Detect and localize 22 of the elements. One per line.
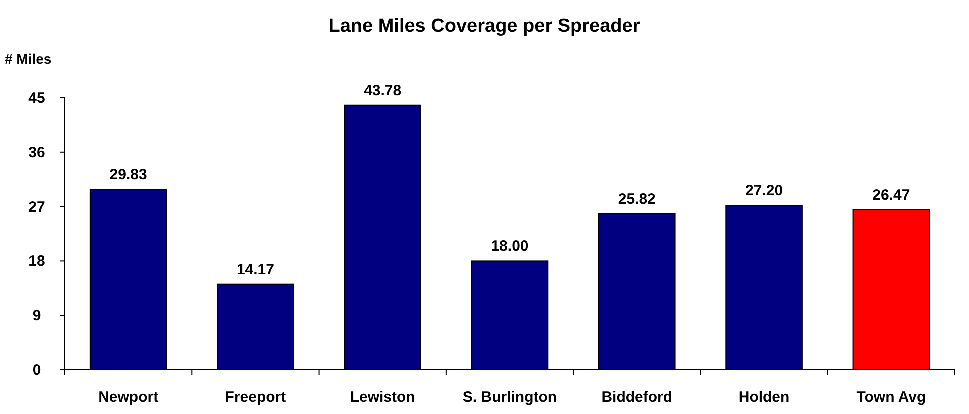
chart-title: Lane Miles Coverage per Spreader <box>328 16 641 37</box>
x-tick-label: Holden <box>738 389 790 406</box>
y-tick-label: 45 <box>28 90 46 107</box>
data-label: 29.83 <box>110 166 148 184</box>
y-tick-label: 36 <box>28 144 46 162</box>
x-tick-label: Lewiston <box>350 389 416 406</box>
data-label: 14.17 <box>236 261 274 278</box>
data-label: 18.00 <box>491 238 529 256</box>
x-tick-label: Newport <box>98 389 159 406</box>
y-tick-label: 9 <box>32 308 42 325</box>
x-tick-label: Biddeford <box>602 389 673 406</box>
y-tick-label: 18 <box>28 253 46 270</box>
y-tick-label: 27 <box>28 198 46 216</box>
data-label: 26.47 <box>872 187 910 204</box>
y-tick-label: 0 <box>32 362 42 379</box>
x-tick-label: S. Burlington <box>462 389 558 406</box>
y-axis-title: # Miles <box>5 51 52 67</box>
x-tick-label: Town Avg <box>856 389 926 406</box>
data-label: 27.20 <box>746 182 784 200</box>
x-tick-label: Freeport <box>225 389 286 406</box>
data-label: 43.78 <box>364 82 402 100</box>
data-label: 25.82 <box>618 190 656 208</box>
